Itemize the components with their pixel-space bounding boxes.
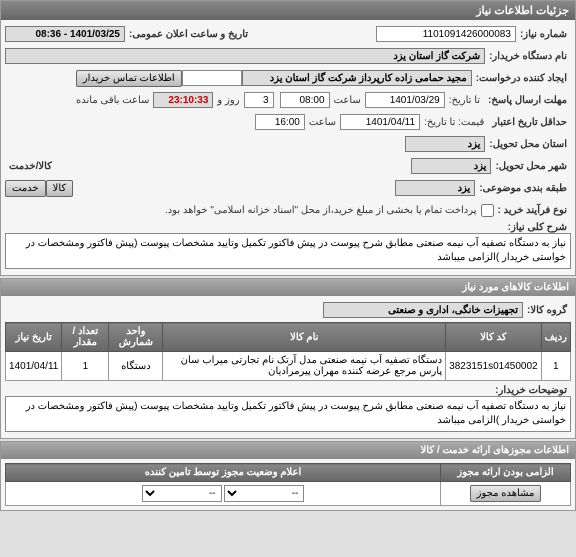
niaz-no-value: 1101091426000083: [376, 26, 516, 42]
permits-cell-view: مشاهده مجوز: [441, 482, 571, 506]
niaz-no-label: شماره نیاز:: [516, 29, 571, 40]
creator-label: ایجاد کننده درخواست:: [472, 73, 571, 84]
valid-time-label: ساعت: [305, 117, 340, 128]
cell-unit: دستگاه: [109, 352, 163, 381]
buyer-notes-text: نیاز به دستگاه تصفیه آب نیمه صنعتی مطابق…: [5, 396, 571, 432]
group-value: تجهیزات خانگی، اداری و صنعتی: [323, 302, 523, 318]
main-title: جزئیات اطلاعات نیاز: [1, 1, 575, 20]
city-value: یزد: [411, 158, 491, 174]
cell-idx: 1: [541, 352, 570, 381]
col-date: تاریخ نیاز: [6, 323, 62, 352]
goods-section-title: اطلاعات کالاهای مورد نیاز: [1, 279, 575, 296]
goods-table: ردیف کد کالا نام کالا واحد شمارش تعداد /…: [5, 322, 571, 381]
buyer-value: شرکت گاز استان یزد: [5, 48, 485, 64]
permits-col-0: الزامی بودن ارائه مجوز: [441, 464, 571, 482]
col-code: کد کالا: [446, 323, 541, 352]
cell-date: 1401/04/11: [6, 352, 62, 381]
province-label: استان محل تحویل:: [485, 139, 571, 150]
kala-button[interactable]: کالا: [46, 180, 74, 197]
deadline-label: مهلت ارسال پاسخ:: [484, 95, 571, 106]
khadamat-button[interactable]: خدمت: [5, 180, 46, 197]
desc-text: نیاز به دستگاه تصفیه آب نیمه صنعتی مطابق…: [5, 233, 571, 269]
view-permit-button[interactable]: مشاهده مجوز: [470, 485, 542, 502]
city-label: شهر محل تحویل:: [491, 161, 571, 172]
buy-type-label: نوع فرآیند خرید :: [494, 205, 571, 216]
days-label: روز و: [213, 95, 243, 106]
col-unit: واحد شمارش: [109, 323, 163, 352]
valid-min-label: حداقل تاریخ اعتبار: [488, 117, 571, 128]
deadline-note: تا تاریخ:: [445, 95, 484, 106]
deadline-time: 08:00: [280, 92, 330, 108]
days-value: 3: [244, 92, 274, 108]
permits-table: الزامی بودن ارائه مجوز اعلام وضعیت مجوز …: [5, 463, 571, 506]
creator-value: مجید حمامی زاده کارپرداز شرکت گاز استان …: [242, 70, 472, 86]
creator-empty: [182, 70, 242, 86]
codyazd-label: کالا/خدمت: [5, 161, 56, 172]
buy-type-checkbox[interactable]: [481, 204, 494, 217]
col-name: نام کالا: [163, 323, 446, 352]
permit-status-select[interactable]: --: [224, 485, 304, 502]
buyer-label: نام دستگاه خریدار:: [485, 51, 571, 62]
remain-value: 23:10:33: [153, 92, 213, 108]
permits-cell-select: -- --: [6, 482, 441, 506]
buyer-notes-label: توضیحات خریدار:: [491, 385, 571, 396]
cell-qty: 1: [62, 352, 109, 381]
permits-row: مشاهده مجوز -- --: [6, 482, 571, 506]
province-value: یزد: [405, 136, 485, 152]
budget-value: یزد: [395, 180, 475, 196]
remain-label: ساعت باقی مانده: [72, 95, 153, 106]
deadline-time-label: ساعت: [330, 95, 365, 106]
desc-title: شرح کلی نیاز:: [501, 222, 571, 233]
valid-time: 16:00: [255, 114, 305, 130]
announce-value: 1401/03/25 - 08:36: [5, 26, 125, 42]
permit-status-select-2[interactable]: --: [142, 485, 222, 502]
buy-type-note: پرداخت تمام یا بخشی از مبلغ خرید،از محل …: [165, 205, 481, 216]
cell-name: دستگاه تصفیه آب نیمه صنعتی مدل آرتک نام …: [163, 352, 446, 381]
col-qty: تعداد / مقدار: [62, 323, 109, 352]
budget-label: طبقه بندی موضوعی:: [475, 183, 571, 194]
announce-label: تاریخ و ساعت اعلان عمومی:: [125, 29, 252, 40]
table-row: 1 3823151s01450002 دستگاه تصفیه آب نیمه …: [6, 352, 571, 381]
permits-col-1: اعلام وضعیت مجوز توسط تامین کننده: [6, 464, 441, 482]
contact-buyer-button[interactable]: اطلاعات تماس خریدار: [76, 70, 182, 87]
valid-date: 1401/04/11: [340, 114, 420, 130]
group-label: گروه کالا:: [523, 305, 571, 316]
valid-min-note: قیمت: تا تاریخ:: [420, 117, 488, 128]
col-idx: ردیف: [541, 323, 570, 352]
deadline-date: 1401/03/29: [365, 92, 445, 108]
permits-title: اطلاعات مجوزهای ارائه خدمت / کالا: [1, 442, 575, 459]
cell-code: 3823151s01450002: [446, 352, 541, 381]
